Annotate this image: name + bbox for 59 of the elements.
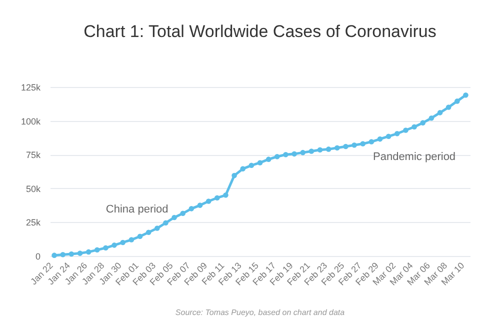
point [308,148,314,154]
y-tick-label: 25k [26,218,41,228]
point [274,154,280,160]
point [154,226,160,231]
point [128,237,134,242]
point [343,144,348,150]
point [463,92,468,98]
point [300,150,306,156]
point [257,160,263,166]
point [223,192,228,198]
y-tick-label: 125k [20,82,41,92]
point [68,251,74,257]
point [188,206,194,212]
point [94,247,100,253]
point [428,115,434,121]
annotation: China period [106,203,168,216]
point [103,245,108,251]
y-tick-label: 75k [26,150,41,160]
chart-title: Chart 1: Total Worldwide Cases of Coronavirus [84,22,436,41]
point [180,210,186,216]
point [86,249,92,255]
point [248,162,254,168]
point [232,172,237,178]
point [112,242,117,248]
point [283,152,288,158]
point [240,166,246,172]
point [352,142,357,148]
point [437,110,443,116]
point [454,98,460,104]
source-note: Source: Tomas Pueyo, based on chart and data [175,308,346,317]
point [120,240,126,246]
point [172,214,177,220]
y-tick-label: 0 [35,252,40,262]
point [206,198,212,204]
point [326,146,332,152]
point [420,120,426,126]
point [197,202,203,208]
point [137,234,143,240]
point [52,252,57,258]
point [77,250,83,256]
point [386,134,392,139]
point [214,195,220,201]
annotation: Pandemic period [373,150,456,163]
point [266,156,272,162]
point [60,252,66,258]
point [317,147,323,153]
y-tick-label: 100k [20,116,41,126]
point [368,139,374,144]
point [334,145,340,150]
point [394,131,400,136]
point [146,230,152,235]
point [163,220,168,226]
point [412,124,417,130]
point [446,104,452,110]
point [377,136,383,142]
point [292,151,297,157]
y-tick-label: 50k [26,184,41,194]
point [403,128,408,133]
point [360,141,366,146]
